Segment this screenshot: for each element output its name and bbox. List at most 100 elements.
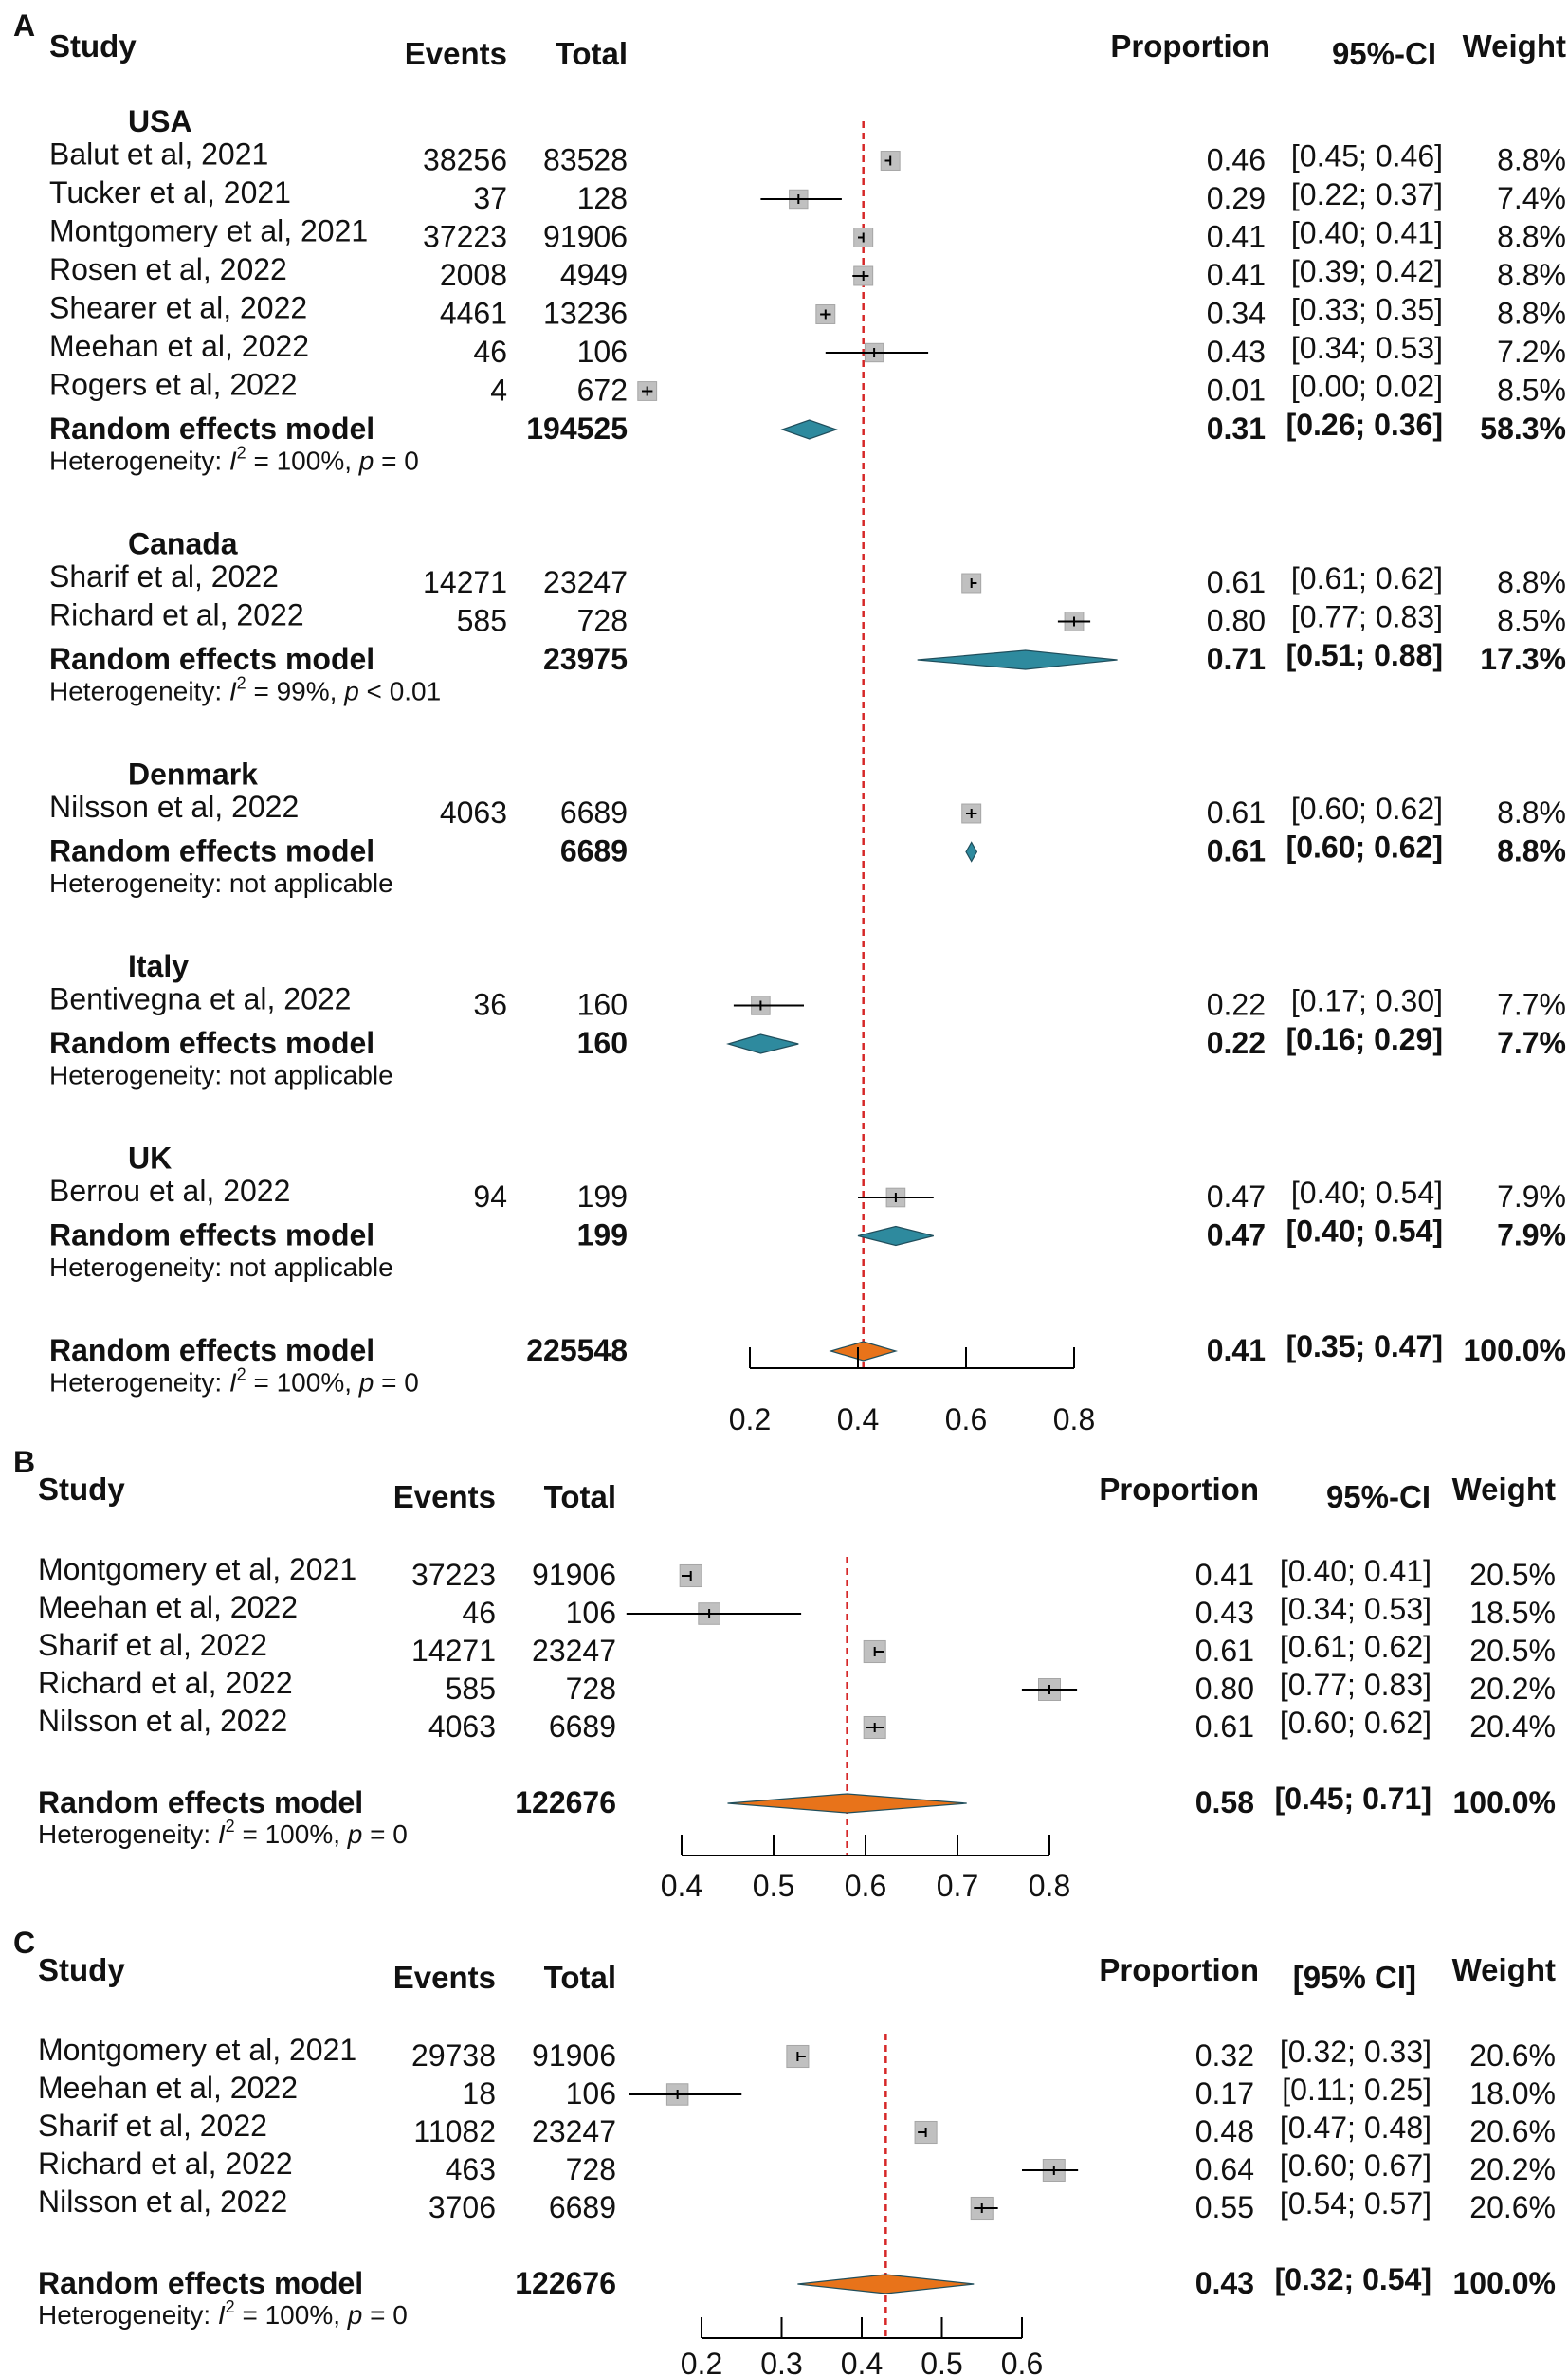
subgroup-label: USA xyxy=(128,104,192,138)
heterogeneity-text: Heterogeneity: I2 = 99%, p < 0.01 xyxy=(49,674,441,706)
study-row: Nilsson et al, 2022 4063 6689 0.61 [0.60; 0.… xyxy=(38,1704,1556,1744)
ci-value: [0.40; 0.41] xyxy=(1291,216,1443,250)
study-row: Montgomery et al, 2021 37223 91906 0.41 [0.4… xyxy=(38,1552,1556,1592)
summary-diamond xyxy=(965,841,978,863)
weight-value: 20.2% xyxy=(1469,1672,1556,1706)
heterogeneity-text: Heterogeneity: I2 = 100%, p = 0 xyxy=(38,2297,408,2330)
events-value: 18 xyxy=(462,2076,496,2111)
summary-weight: 58.3% xyxy=(1480,411,1566,446)
header-study: Study xyxy=(49,28,137,64)
summary-row: Random effects model 23975 0.71 [0.51; 0.88… xyxy=(49,638,1566,676)
study-row: Richard et al, 2022 585 728 0.80 [0.77; 0.83… xyxy=(49,598,1566,638)
weight-value: 7.9% xyxy=(1497,1179,1566,1214)
study-row: Rogers et al, 2022 4 672 0.01 [0.00; 0.02] 8.… xyxy=(49,368,1566,408)
ci-value: [0.32; 0.33] xyxy=(1280,2035,1431,2069)
summary-proportion: 0.58 xyxy=(1195,1785,1254,1819)
x-tick-label: 0.2 xyxy=(729,1402,771,1436)
study-label: Nilsson et al, 2022 xyxy=(38,2184,287,2219)
proportion-value: 0.34 xyxy=(1207,297,1266,331)
x-tick-label: 0.4 xyxy=(661,1869,702,1903)
events-value: 36 xyxy=(473,988,507,1022)
proportion-value: 0.43 xyxy=(1195,1596,1254,1630)
ci-value: [0.22; 0.37] xyxy=(1291,177,1443,211)
proportion-value: 0.22 xyxy=(1207,988,1266,1022)
study-label: Bentivegna et al, 2022 xyxy=(49,982,351,1016)
summary-row: Random effects model 225548 0.41 [0.35; 0.4… xyxy=(49,1329,1566,1367)
study-row: Richard et al, 2022 585 728 0.80 [0.77; 0.83… xyxy=(38,1666,1556,1706)
ci-value: [0.34; 0.53] xyxy=(1291,331,1443,365)
x-tick-label: 0.4 xyxy=(841,2347,883,2376)
header-weight: Weight xyxy=(1452,1471,1556,1507)
ci-value: [0.54; 0.57] xyxy=(1280,2186,1431,2221)
study-label: Nilsson et al, 2022 xyxy=(49,790,299,824)
ci-value: [0.39; 0.42] xyxy=(1291,254,1443,288)
events-value: 585 xyxy=(457,604,507,638)
events-value: 3706 xyxy=(428,2190,496,2224)
proportion-value: 0.43 xyxy=(1207,335,1266,369)
weight-value: 7.2% xyxy=(1497,335,1566,369)
x-axis: 0.4 0.5 0.6 0.7 0.8 xyxy=(661,1835,1070,1903)
events-value: 14271 xyxy=(411,1634,496,1668)
summary-weight: 17.3% xyxy=(1480,642,1566,676)
ci-value: [0.40; 0.54] xyxy=(1291,1176,1443,1210)
total-value: 91906 xyxy=(532,1558,616,1592)
total-value: 6689 xyxy=(560,795,628,830)
summary-weight: 100.0% xyxy=(1452,2266,1556,2300)
total-value: 106 xyxy=(577,335,628,369)
x-tick-label: 0.6 xyxy=(1001,2347,1043,2376)
header-ci: 95%-CI xyxy=(1332,36,1436,71)
events-value: 38256 xyxy=(423,143,507,177)
events-value: 4063 xyxy=(440,795,507,830)
total-value: 4949 xyxy=(560,258,628,292)
ci-value: [0.60; 0.62] xyxy=(1291,792,1443,826)
summary-row: Random effects model 122676 0.58 [0.45; 0.7… xyxy=(38,1782,1556,1819)
ci-value: [0.45; 0.46] xyxy=(1291,139,1443,174)
subgroup-label: Denmark xyxy=(128,758,258,792)
study-row: Nilsson et al, 2022 4063 6689 0.61 [0.60; 0.… xyxy=(49,790,1566,830)
ci-value: [0.61; 0.62] xyxy=(1280,1630,1431,1664)
ci-value: [0.77; 0.83] xyxy=(1280,1668,1431,1702)
study-label: Sharif et al, 2022 xyxy=(38,2109,267,2143)
study-row: Shearer et al, 2022 4461 13236 0.34 [0.33; 0… xyxy=(49,291,1566,331)
proportion-value: 0.80 xyxy=(1207,604,1266,638)
summary-total: 199 xyxy=(577,1218,628,1252)
study-label: Rosen et al, 2022 xyxy=(49,252,287,286)
summary-row: Random effects model 194525 0.31 [0.26; 0.3… xyxy=(49,408,1566,446)
total-value: 728 xyxy=(566,1672,616,1706)
events-value: 37223 xyxy=(423,220,507,254)
summary-label: Random effects model xyxy=(38,1785,363,1819)
total-value: 160 xyxy=(577,988,628,1022)
study-label: Berrou et al, 2022 xyxy=(49,1174,290,1208)
weight-value: 8.5% xyxy=(1497,604,1566,638)
weight-value: 8.5% xyxy=(1497,374,1566,408)
summary-diamond xyxy=(727,1793,967,1814)
study-row: Nilsson et al, 2022 3706 6689 0.55 [0.54; 0.… xyxy=(38,2184,1556,2224)
subgroup-label: Italy xyxy=(128,949,189,983)
events-value: 37223 xyxy=(411,1558,496,1592)
events-value: 4 xyxy=(490,374,507,408)
x-tick-label: 0.8 xyxy=(1053,1402,1095,1436)
study-label: Montgomery et al, 2021 xyxy=(38,1552,356,1586)
total-value: 199 xyxy=(577,1179,628,1214)
summary-weight: 8.8% xyxy=(1497,834,1566,868)
proportion-value: 0.41 xyxy=(1195,1558,1254,1592)
summary-proportion: 0.41 xyxy=(1207,1333,1266,1367)
ci-value: [0.33; 0.35] xyxy=(1291,293,1443,327)
weight-value: 8.8% xyxy=(1497,565,1566,599)
proportion-value: 0.32 xyxy=(1195,2038,1254,2073)
proportion-value: 0.41 xyxy=(1207,258,1266,292)
summary-diamond xyxy=(857,1225,934,1247)
heterogeneity-text: Heterogeneity: I2 = 100%, p = 0 xyxy=(49,444,419,476)
study-row: Meehan et al, 2022 18 106 0.17 [0.11; 0.25] 1… xyxy=(38,2071,1556,2111)
header-total: Total xyxy=(544,1479,616,1514)
events-value: 11082 xyxy=(413,2114,496,2148)
proportion-value: 0.61 xyxy=(1195,1634,1254,1668)
header-proportion: Proportion xyxy=(1099,1471,1259,1507)
weight-value: 20.6% xyxy=(1469,2114,1556,2148)
events-value: 46 xyxy=(473,335,507,369)
summary-proportion: 0.31 xyxy=(1207,411,1266,446)
study-label: Montgomery et al, 2021 xyxy=(49,214,368,248)
ci-value: [0.17; 0.30] xyxy=(1291,984,1443,1018)
